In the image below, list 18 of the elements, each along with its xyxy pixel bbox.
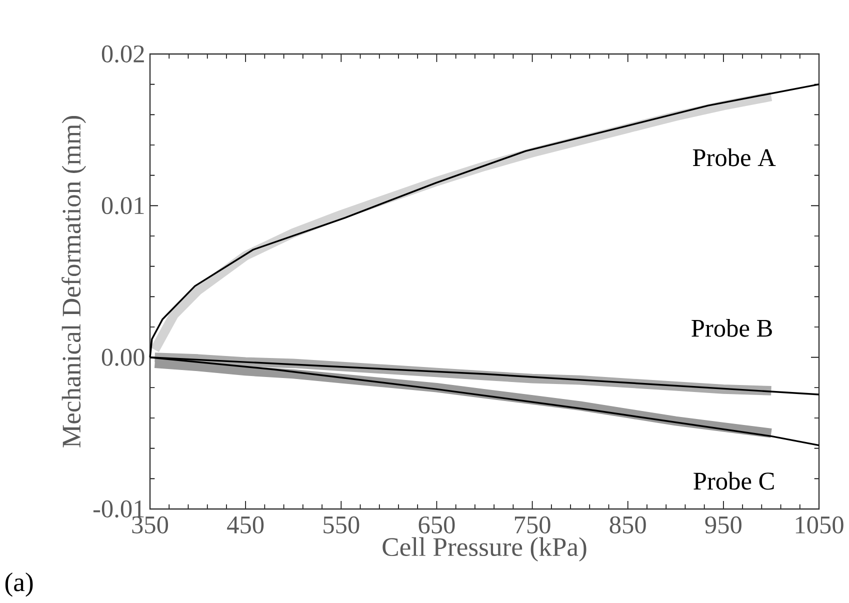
x-tick-label: 350 [132, 516, 168, 534]
annotation: Probe A [692, 148, 776, 166]
x-axis-title: Cell Pressure (kPa) [382, 537, 586, 562]
x-tick-label: 750 [514, 516, 550, 534]
x-tick-label: 450 [227, 516, 264, 534]
y-tick-label: -0.01 [93, 500, 144, 518]
text: (a) [5, 572, 33, 597]
y-axis-title: Mechanical Deformation (mm) [62, 116, 86, 448]
y-tick-label: 0.00 [102, 348, 144, 366]
y-tick-label: 0.01 [102, 197, 144, 214]
x-tick-label: 650 [418, 516, 455, 534]
y-tick-label: 0.02 [102, 45, 144, 63]
annotation: Probe B [692, 319, 772, 337]
x-tick-label: 1050 [796, 516, 844, 534]
x-tick-label: 950 [705, 516, 742, 534]
x-tick-label: 550 [324, 516, 360, 534]
x-tick-label: 850 [610, 516, 646, 534]
annotation: Probe C [694, 472, 774, 490]
